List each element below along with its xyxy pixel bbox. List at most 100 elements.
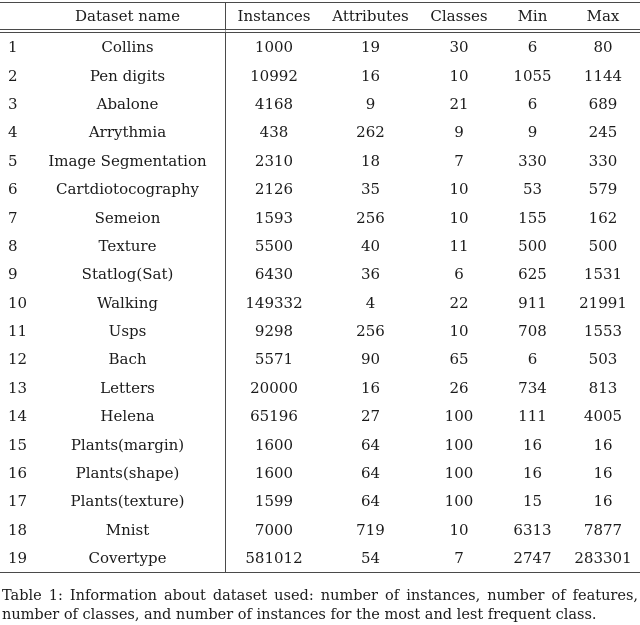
column-header-max: Max — [566, 3, 640, 33]
cell-min: 6 — [527, 350, 538, 369]
cell-name: Walking — [96, 293, 158, 312]
cell-attributes: 16 — [360, 66, 381, 85]
cell-idx: 14 — [8, 407, 28, 426]
table-row: 18 Mnist 7000 719 10 6313 7877 — [0, 515, 640, 545]
column-header-attributes: Attributes — [322, 3, 419, 33]
cell-idx: 5 — [8, 151, 18, 170]
table-row: 6 Cartdiotocography 2126 35 10 53 579 — [0, 174, 640, 204]
cell-min: 734 — [518, 378, 547, 397]
table-row: 14 Helena 65196 27 100 111 4005 — [0, 402, 640, 431]
cell-attributes: 256 — [356, 322, 385, 341]
cell-name: Plants(texture) — [70, 492, 185, 511]
datasets-table: Dataset name Instances Attributes Classes Mi… — [0, 2, 640, 574]
cell-name: Usps — [108, 322, 147, 341]
cell-max: 16 — [593, 492, 613, 511]
cell-idx: 17 — [8, 492, 28, 511]
cell-classes: 9 — [454, 123, 464, 142]
cell-min: 16 — [522, 464, 543, 483]
cell-min: 16 — [522, 435, 543, 454]
cell-classes: 100 — [444, 407, 474, 426]
cell-min: 625 — [518, 265, 547, 284]
cell-min: 15 — [522, 492, 543, 511]
cell-name: Image Segmentation — [48, 151, 207, 170]
cell-attributes: 54 — [360, 549, 381, 568]
cell-min: 911 — [518, 293, 547, 312]
table-row: 5 Image Segmentation 2310 18 7 330 330 — [0, 146, 640, 175]
cell-attributes: 40 — [360, 236, 381, 255]
cell-name: Collins — [101, 38, 154, 57]
cell-attributes: 64 — [360, 492, 381, 511]
cell-attributes: 19 — [360, 38, 381, 57]
cell-attributes: 262 — [356, 123, 385, 142]
cell-max: 4005 — [583, 407, 623, 426]
cell-min: 2747 — [513, 549, 552, 568]
cell-max: 16 — [593, 464, 613, 483]
cell-attributes: 27 — [360, 407, 381, 426]
cell-classes: 7 — [454, 151, 464, 170]
cell-max: 689 — [588, 94, 618, 113]
cell-min: 708 — [518, 322, 547, 341]
cell-idx: 8 — [8, 236, 18, 255]
cell-min: 1055 — [513, 66, 552, 85]
cell-max: 1531 — [583, 265, 623, 284]
cell-instances: 4168 — [225, 89, 322, 119]
cell-idx: 4 — [8, 123, 18, 142]
cell-attributes: 64 — [360, 464, 381, 483]
cell-max: 21991 — [579, 293, 627, 312]
cell-min: 330 — [518, 151, 547, 170]
cell-max: 1144 — [583, 66, 623, 85]
cell-classes: 65 — [449, 350, 469, 369]
table-row: 2 Pen digits 10992 16 10 1055 1144 — [0, 61, 640, 90]
cell-instances: 149332 — [225, 288, 322, 317]
cell-instances: 10992 — [225, 61, 322, 90]
table-row: 15 Plants(margin) 1600 64 100 16 16 — [0, 430, 640, 459]
table-caption: Table 1: Information about dataset used:… — [2, 588, 638, 624]
cell-classes: 100 — [444, 435, 474, 454]
cell-idx: 6 — [8, 180, 18, 199]
cell-name: Pen digits — [89, 66, 166, 85]
cell-min: 6313 — [513, 520, 552, 539]
cell-idx: 2 — [8, 66, 18, 85]
cell-instances: 2310 — [225, 146, 322, 175]
cell-max: 80 — [593, 38, 613, 57]
column-header-name: Dataset name — [30, 3, 225, 33]
cell-instances: 1593 — [225, 203, 322, 232]
cell-name: Plants(margin) — [70, 435, 185, 454]
cell-name: Bach — [108, 350, 147, 369]
cell-name: Covertype — [88, 549, 167, 568]
cell-attributes: 90 — [360, 350, 381, 369]
cell-name: Mnist — [105, 520, 150, 539]
cell-classes: 10 — [449, 66, 469, 85]
cell-classes: 10 — [449, 322, 469, 341]
cell-idx: 9 — [8, 265, 18, 284]
cell-idx: 10 — [8, 293, 28, 312]
cell-idx: 12 — [8, 350, 28, 369]
cell-attributes: 18 — [360, 151, 381, 170]
table-row: 8 Texture 5500 40 11 500 500 — [0, 231, 640, 261]
cell-classes: 30 — [449, 38, 469, 57]
cell-attributes: 64 — [360, 435, 381, 454]
cell-classes: 10 — [449, 520, 469, 539]
cell-name: Plants(shape) — [75, 464, 180, 483]
cell-attributes: 9 — [365, 94, 376, 113]
cell-idx: 15 — [8, 435, 28, 454]
cell-max: 330 — [588, 151, 618, 170]
cell-idx: 16 — [8, 464, 28, 483]
cell-min: 53 — [522, 180, 543, 199]
table-row: 1 Collins 1000 19 30 6 80 — [0, 33, 640, 62]
cell-idx: 11 — [8, 322, 28, 341]
cell-instances: 20000 — [225, 373, 322, 403]
cell-min: 500 — [518, 236, 547, 255]
cell-idx: 18 — [8, 520, 28, 539]
cell-instances: 1599 — [225, 487, 322, 516]
cell-instances: 65196 — [225, 402, 322, 431]
cell-min: 155 — [518, 208, 547, 227]
cell-instances: 2126 — [225, 174, 322, 204]
cell-idx: 7 — [8, 208, 18, 227]
cell-instances: 5500 — [225, 231, 322, 261]
cell-classes: 21 — [449, 94, 469, 113]
cell-max: 579 — [588, 180, 618, 199]
cell-name: Statlog(Sat) — [81, 265, 174, 284]
cell-instances: 1000 — [225, 33, 322, 62]
cell-name: Semeion — [94, 208, 161, 227]
